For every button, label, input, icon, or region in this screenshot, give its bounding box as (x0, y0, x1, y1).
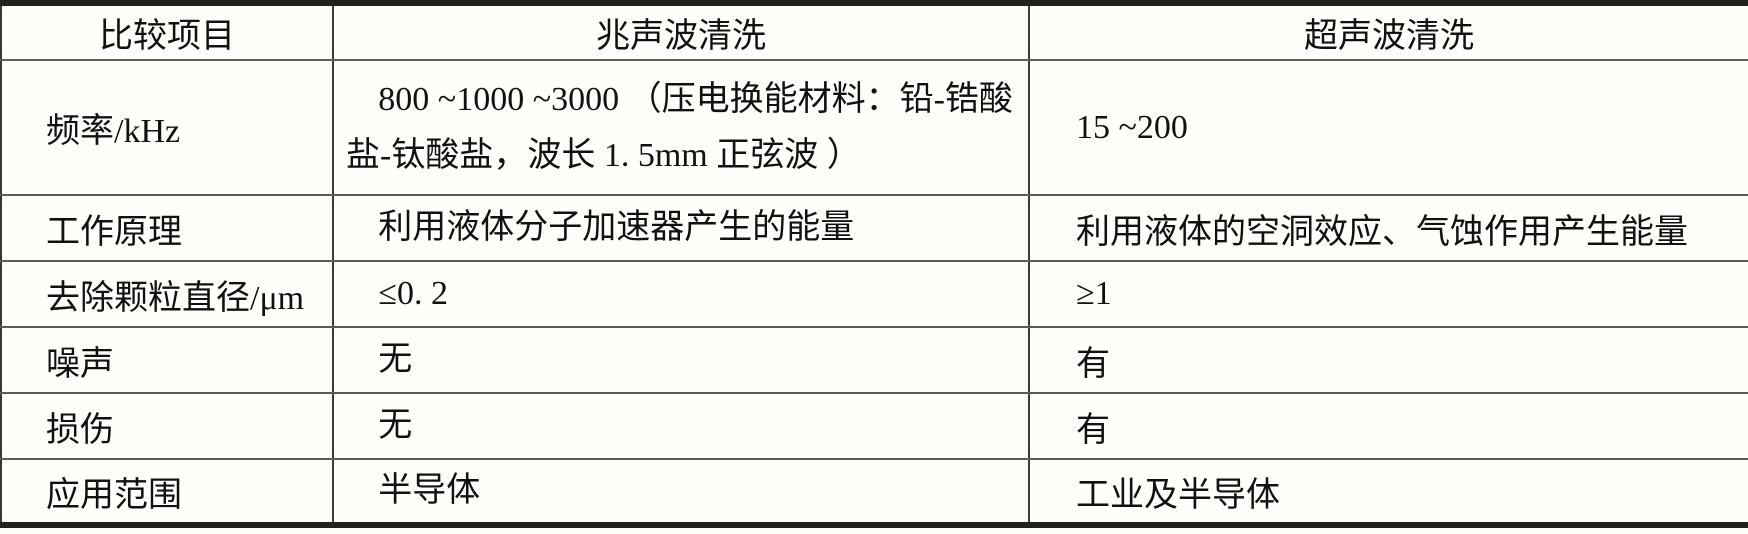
row-label-particle-size: 去除颗粒直径/μm (0, 260, 334, 328)
ultrasonic-application-value: 工业及半导体 (1028, 458, 1748, 526)
table-row-particle-size: 去除颗粒直径/μm ≤0. 2 ≥1 (0, 260, 1748, 328)
table-row-noise: 噪声 无 有 (0, 326, 1748, 394)
table-row-application: 应用范围 半导体 工业及半导体 (0, 458, 1748, 526)
ultrasonic-principle-value: 利用液体的空洞效应、气蚀作用产生能量 (1028, 194, 1748, 262)
megasonic-noise-value: 无 (332, 326, 1030, 394)
column-header-megasonic: 兆声波清洗 (332, 2, 1030, 61)
table-row-damage: 损伤 无 有 (0, 392, 1748, 460)
ultrasonic-particle-size-value: ≥1 (1028, 260, 1748, 328)
column-header-ultrasonic: 超声波清洗 (1028, 2, 1748, 61)
row-label-principle: 工作原理 (0, 194, 334, 262)
column-header-item: 比较项目 (0, 2, 334, 61)
header-row: 比较项目 兆声波清洗 超声波清洗 (0, 2, 1748, 61)
ultrasonic-damage-value: 有 (1028, 392, 1748, 460)
ultrasonic-frequency-value: 15 ~200 (1028, 59, 1748, 196)
table-row-frequency: 频率/kHz 800 ~1000 ~3000 （压电换能材料：铅-锆酸盐-钛酸盐… (0, 59, 1748, 196)
ultrasonic-noise-value: 有 (1028, 326, 1748, 394)
row-label-application: 应用范围 (0, 458, 334, 526)
megasonic-frequency-value: 800 ~1000 ~3000 （压电换能材料：铅-锆酸盐-钛酸盐，波长 1. … (332, 59, 1030, 196)
megasonic-principle-value: 利用液体分子加速器产生的能量 (332, 194, 1030, 262)
row-label-noise: 噪声 (0, 326, 334, 394)
row-label-damage: 损伤 (0, 392, 334, 460)
table-row-principle: 工作原理 利用液体分子加速器产生的能量 利用液体的空洞效应、气蚀作用产生能量 (0, 194, 1748, 262)
megasonic-damage-value: 无 (332, 392, 1030, 460)
row-label-frequency: 频率/kHz (0, 59, 334, 196)
megasonic-application-value: 半导体 (332, 458, 1030, 526)
megasonic-particle-size-value: ≤0. 2 (332, 260, 1030, 328)
